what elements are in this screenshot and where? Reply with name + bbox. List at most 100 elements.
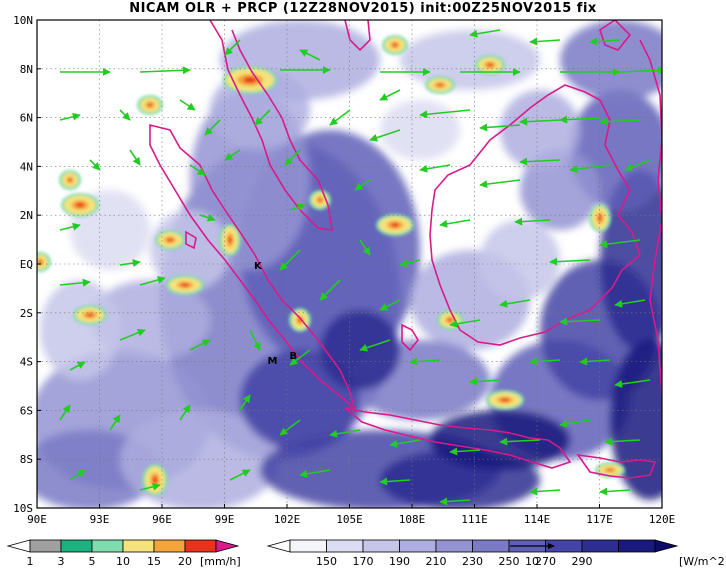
- coast-top-island: [344, 20, 371, 52]
- wind-arrow-59: [239, 394, 251, 411]
- lat-tick-label: 4N: [20, 160, 33, 173]
- wind-arrow-38: [279, 249, 301, 271]
- coast-ne-corner: [599, 20, 632, 51]
- wind-arrow-16: [204, 119, 221, 136]
- wind-arrow-83: [419, 164, 451, 173]
- wind-arrow-19: [59, 112, 81, 121]
- precip-cell-6: [166, 275, 204, 295]
- coastlines: [149, 20, 662, 479]
- wind-arrow-60: [279, 419, 301, 436]
- olr-cb-label: 170: [353, 555, 374, 568]
- map-title: NICAM OLR + PRCP (12Z28NOV2015) init:00Z…: [129, 1, 597, 16]
- wind-arrow-58: [179, 404, 191, 421]
- wind-arrow-37: [139, 276, 166, 286]
- precip-cell-19: [59, 170, 81, 190]
- wind-arrow-35: [599, 239, 641, 249]
- coast-sulawesi: [639, 39, 662, 396]
- wind-arrow-29: [289, 203, 306, 212]
- marker-k: K: [254, 261, 263, 272]
- wind-arrow-56: [59, 404, 71, 421]
- olr-cb-low-arrow: [266, 539, 291, 553]
- lon-tick-label: 93E: [90, 513, 110, 526]
- precip-cell-15: [289, 308, 311, 332]
- wind-arrow-27: [119, 259, 141, 268]
- olr-colorbar: 150 170 190 210 230 250 270 290 [W/m^2] 10: [266, 539, 726, 568]
- wind-arrow-9: [479, 123, 521, 132]
- wind-arrow-78: [224, 39, 241, 56]
- wind-arrow-10: [519, 117, 561, 126]
- wind-arrow-18: [284, 149, 301, 166]
- wind-arrow-74: [599, 487, 631, 496]
- olr-cell-26: [500, 90, 580, 170]
- wind-arrow-34: [549, 257, 591, 266]
- olr-cb-segment: [362, 539, 400, 553]
- vector-ref-label: 10: [525, 555, 539, 568]
- olr-cb-label: 190: [389, 555, 410, 568]
- vector-ref-arrowhead: [548, 543, 555, 549]
- lon-tick-label: 96E: [152, 513, 172, 526]
- wind-arrow-84: [354, 179, 371, 191]
- precip-cell-12: [425, 76, 455, 94]
- marker-m: M: [267, 356, 277, 367]
- olr-cell-14: [480, 220, 560, 300]
- wind-arrow-50: [359, 339, 391, 352]
- olr-cb-segment: [289, 539, 327, 553]
- wind-arrow-52: [469, 377, 501, 386]
- precip-cb-label: 5: [89, 555, 96, 568]
- wind-arrow-32: [439, 219, 471, 228]
- precip-cb-segment: [122, 539, 155, 553]
- wind-arrow-57: [109, 414, 121, 431]
- precip-cell-0: [61, 193, 99, 217]
- wind-arrow-46: [119, 328, 146, 341]
- olr-cell-19: [560, 20, 662, 100]
- wind-arrow-20: [89, 159, 101, 171]
- lat-tick-label: 6N: [20, 112, 33, 125]
- precip-cb-segment: [29, 539, 62, 553]
- wind-arrow-39: [319, 279, 341, 301]
- wind-arrow-81: [179, 99, 196, 111]
- wind-arrow-68: [139, 482, 161, 491]
- precip-cell-4: [376, 214, 414, 236]
- precip-cell-7: [142, 464, 168, 496]
- precip-colorbar: 1 3 5 10 15 20 [mm/h]: [6, 539, 241, 568]
- precip-cell-3: [223, 66, 277, 94]
- wind-arrow-25: [569, 164, 611, 174]
- wind-arrow-42: [499, 299, 531, 308]
- lon-tick-label: 120E: [649, 513, 676, 526]
- wind-arrow-65: [559, 419, 591, 428]
- wind-arrow-22: [189, 164, 206, 176]
- wind-arrow-80: [119, 109, 131, 121]
- precip-cell-10: [382, 35, 408, 55]
- olr-cell-27: [610, 340, 662, 500]
- lat-tick-label: 8N: [20, 63, 33, 76]
- coast-bangka: [401, 323, 419, 352]
- wind-arrow-64: [499, 437, 541, 446]
- wind-arrow-73: [529, 487, 561, 496]
- wind-arrow-8: [419, 109, 471, 119]
- lat-tick-label: 10S: [13, 502, 33, 515]
- wind-arrow-76: [529, 37, 561, 46]
- wind-arrow-43: [559, 317, 601, 326]
- wind-arrow-71: [379, 477, 411, 486]
- olr-cell-18: [400, 30, 540, 90]
- coast-simeulue: [185, 230, 197, 250]
- wind-arrow-33: [514, 217, 551, 226]
- wind-arrow-13: [369, 129, 401, 142]
- precip-cb-segment: [91, 539, 124, 553]
- precip-cb-segment: [184, 539, 217, 553]
- wind-arrow-44: [614, 299, 646, 308]
- olr-cb-segment: [399, 539, 437, 553]
- precip-cb-segment: [153, 539, 186, 553]
- wind-arrow-36: [59, 278, 91, 287]
- wind-arrow-14: [329, 109, 351, 126]
- lon-tick-label: 108E: [399, 513, 426, 526]
- wind-arrow-63: [449, 447, 481, 456]
- wind-arrow-24: [519, 157, 561, 166]
- precip-cell-13: [137, 95, 163, 115]
- olr-cb-high-arrow: [654, 539, 679, 553]
- precip-field: [37, 35, 625, 496]
- wind-arrow-47: [189, 339, 211, 351]
- wind-arrow-23: [479, 179, 521, 189]
- precip-cell-9: [589, 204, 611, 232]
